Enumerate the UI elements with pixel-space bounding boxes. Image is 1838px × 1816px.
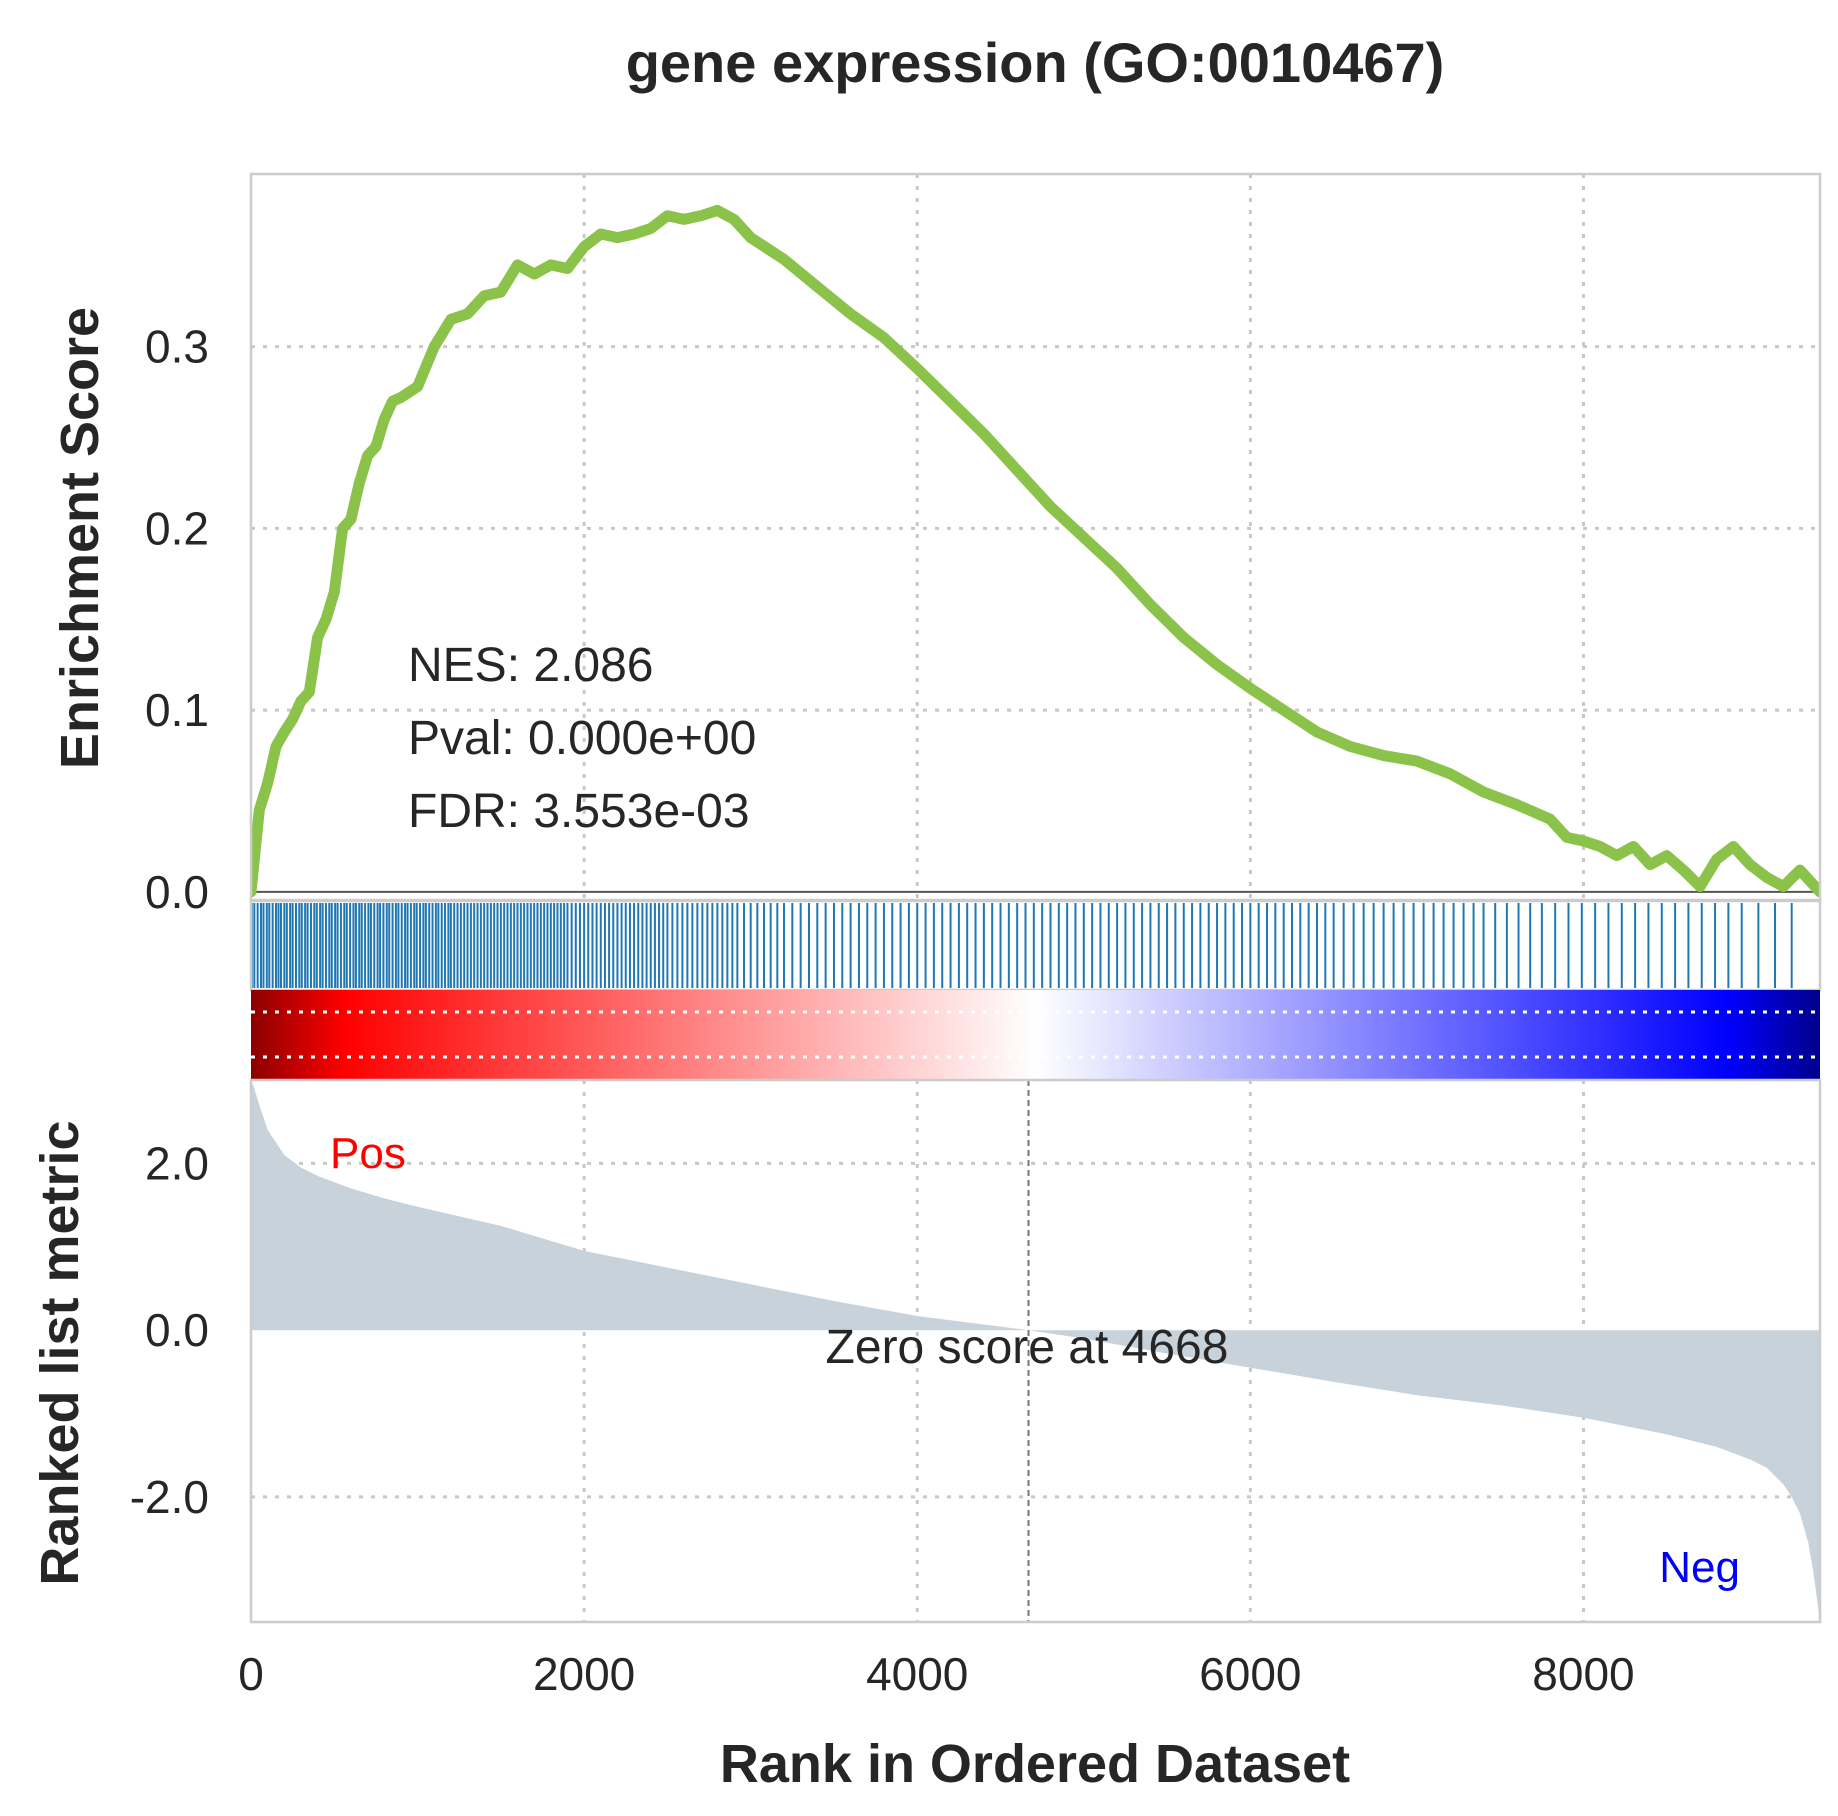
ranked-metric-panel: Zero score at 4668 Pos Neg 2.0 0.0 -2.0 Ra…: [30, 1078, 1822, 1624]
enrichment-y-tick-label: 0.0: [145, 866, 209, 918]
enrichment-panel: 0.0 0.1 0.2 0.3 Enrichment Score NES: 2.086…: [50, 172, 1822, 918]
enrichment-y-tick-label: 0.3: [145, 321, 209, 373]
rank-colorbar: [251, 990, 1820, 1080]
enrichment-gridlines: [251, 174, 1820, 901]
enrichment-y-tick-label: 0.1: [145, 684, 209, 736]
enrichment-y-tick-label: 0.2: [145, 502, 209, 554]
fdr-stat: FDR: 3.553e-03: [408, 785, 750, 838]
ranked-metric-y-tick-label: 0.0: [145, 1304, 209, 1356]
x-tick-label: 4000: [866, 1648, 968, 1700]
neg-label: Neg: [1659, 1543, 1740, 1592]
enrichment-score-line: [251, 204, 1820, 898]
pos-label: Pos: [330, 1129, 406, 1178]
ranked-metric-y-tick-label: 2.0: [145, 1137, 209, 1189]
pval-stat: Pval: 0.000e+00: [408, 712, 756, 765]
nes-stat: NES: 2.086: [408, 639, 653, 692]
x-tick-label: 0: [238, 1648, 264, 1700]
gene-hit-marks: [250, 903, 1793, 988]
hits-frame: [249, 898, 1822, 992]
zero-score-label: Zero score at 4668: [826, 1321, 1229, 1374]
enrichment-y-label: Enrichment Score: [50, 307, 110, 769]
rank-colorbar-gradient: [251, 990, 1820, 1080]
x-tick-label: 8000: [1532, 1648, 1634, 1700]
x-axis-label: Rank in Ordered Dataset: [720, 1734, 1350, 1794]
ranked-metric-area: [251, 1080, 1820, 1622]
ranked-metric-y-ticks: 2.0 0.0 -2.0: [130, 1137, 209, 1523]
chart-title: gene expression (GO:0010467): [626, 31, 1445, 94]
x-axis-ticks: 0 2000 4000 6000 8000: [238, 1648, 1634, 1700]
ranked-metric-y-tick-label: -2.0: [130, 1471, 209, 1523]
ranked-metric-frame: [249, 1078, 1822, 1624]
hits-panel: [249, 898, 1822, 992]
x-tick-label: 2000: [533, 1648, 635, 1700]
enrichment-y-ticks: 0.0 0.1 0.2 0.3: [145, 321, 209, 918]
x-tick-label: 6000: [1199, 1648, 1301, 1700]
ranked-metric-y-label: Ranked list metric: [30, 1120, 90, 1585]
